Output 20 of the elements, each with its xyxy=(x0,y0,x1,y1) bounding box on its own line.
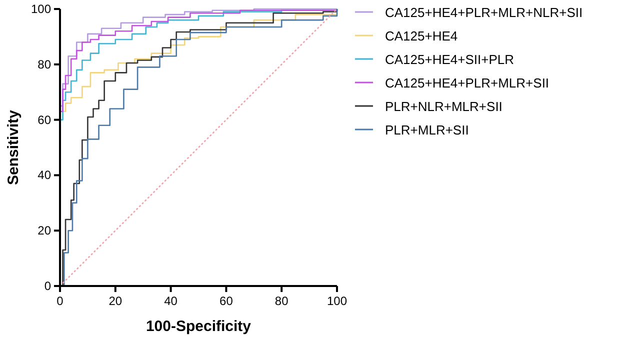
x-tick-label: 20 xyxy=(108,294,122,308)
x-tick-label: 40 xyxy=(164,294,178,308)
y-tick-label: 20 xyxy=(38,224,52,238)
legend-label: PLR+MLR+SII xyxy=(385,122,469,138)
x-tick-label: 0 xyxy=(56,294,64,308)
x-tick-label: 60 xyxy=(220,294,234,308)
y-axis-title: Sensitivity xyxy=(5,109,22,186)
x-tick-label: 100 xyxy=(326,294,348,308)
legend-label: CA125+HE4+PLR+MLR+SII xyxy=(385,76,550,90)
legend-label: CA125+HE4+PLR+MLR+NLR+SII xyxy=(385,5,583,20)
legend-label: CA125+HE4 xyxy=(385,28,458,44)
y-tick-label: 100 xyxy=(30,2,52,16)
y-tick-label: 60 xyxy=(38,112,52,127)
y-tick-label: 0 xyxy=(44,279,52,293)
y-tick-label: 40 xyxy=(38,168,52,182)
y-tick-label: 80 xyxy=(38,57,52,72)
x-axis-title: 100-Specificity xyxy=(146,318,252,335)
x-tick-label: 80 xyxy=(274,294,289,308)
legend-label: PLR+NLR+MLR+SII xyxy=(385,99,502,114)
legend-label: CA125+HE4+SII+PLR xyxy=(385,52,514,67)
